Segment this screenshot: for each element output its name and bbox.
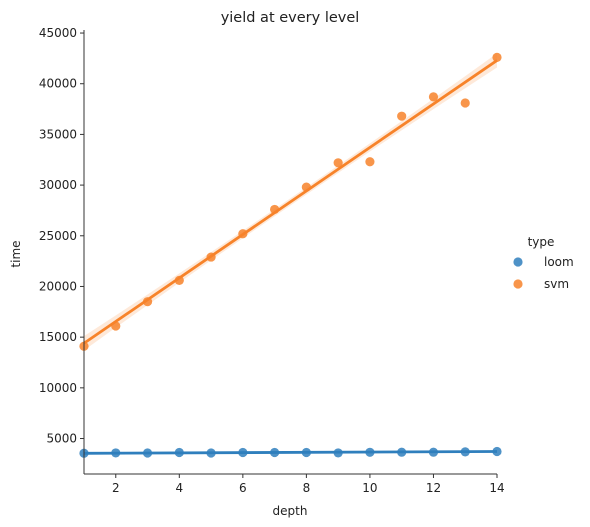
y-tick-label: 20000 bbox=[39, 279, 77, 293]
data-point bbox=[333, 158, 343, 168]
data-point bbox=[174, 275, 184, 285]
y-axis-label: time bbox=[9, 240, 23, 267]
legend-marker-loom bbox=[513, 257, 523, 267]
data-point bbox=[174, 447, 184, 458]
legend-label-loom: loom bbox=[544, 255, 574, 269]
data-point bbox=[142, 297, 153, 307]
x-axis-label: depth bbox=[273, 504, 308, 518]
data-point bbox=[301, 447, 311, 458]
y-tick-label: 30000 bbox=[39, 178, 77, 192]
data-point bbox=[111, 321, 121, 331]
x-tick-label: 8 bbox=[303, 481, 311, 495]
data-point bbox=[111, 448, 121, 458]
legend-marker-svm bbox=[513, 279, 523, 289]
regression-line-svm bbox=[83, 59, 498, 345]
x-tick-label: 10 bbox=[362, 481, 377, 495]
y-tick-label: 15000 bbox=[39, 330, 77, 344]
x-tick-label: 14 bbox=[489, 481, 504, 495]
chart-title: yield at every level bbox=[221, 10, 360, 26]
data-point bbox=[492, 446, 502, 457]
data-point bbox=[270, 204, 280, 215]
legend: type loom svm bbox=[513, 235, 574, 291]
data-point bbox=[460, 98, 470, 108]
x-axis: 2 4 6 8 10 12 14 bbox=[84, 473, 505, 495]
data-point bbox=[365, 157, 375, 167]
y-tick-label: 5000 bbox=[46, 432, 77, 446]
data-point bbox=[397, 447, 407, 457]
y-tick-label: 25000 bbox=[39, 229, 77, 243]
data-point bbox=[460, 447, 470, 457]
data-point bbox=[270, 447, 280, 458]
x-tick-label: 4 bbox=[175, 481, 183, 495]
data-point bbox=[428, 447, 439, 457]
regression-line-loom bbox=[83, 450, 498, 455]
legend-title: type bbox=[528, 235, 555, 249]
data-point bbox=[333, 448, 343, 458]
series-svm bbox=[79, 52, 502, 351]
y-tick-label: 40000 bbox=[39, 77, 77, 91]
x-tick-label: 6 bbox=[239, 481, 247, 495]
data-point bbox=[238, 447, 248, 458]
data-point bbox=[206, 448, 216, 458]
y-tick-label: 10000 bbox=[39, 381, 77, 395]
data-point bbox=[492, 52, 502, 62]
data-point bbox=[365, 447, 375, 457]
series-loom bbox=[79, 446, 502, 458]
x-tick-label: 2 bbox=[112, 481, 120, 495]
data-point bbox=[238, 229, 248, 239]
data-point bbox=[301, 182, 311, 192]
y-axis: 5000 10000 15000 20000 25000 30000 35000 40000 4… bbox=[39, 26, 85, 474]
data-point bbox=[142, 448, 153, 458]
data-point bbox=[206, 252, 216, 262]
y-tick-label: 45000 bbox=[39, 26, 77, 40]
data-point bbox=[428, 92, 439, 102]
y-tick-label: 35000 bbox=[39, 127, 77, 141]
x-tick-label: 12 bbox=[426, 481, 441, 495]
data-point bbox=[397, 111, 407, 121]
plot-area bbox=[79, 52, 502, 458]
legend-label-svm: svm bbox=[544, 277, 569, 291]
